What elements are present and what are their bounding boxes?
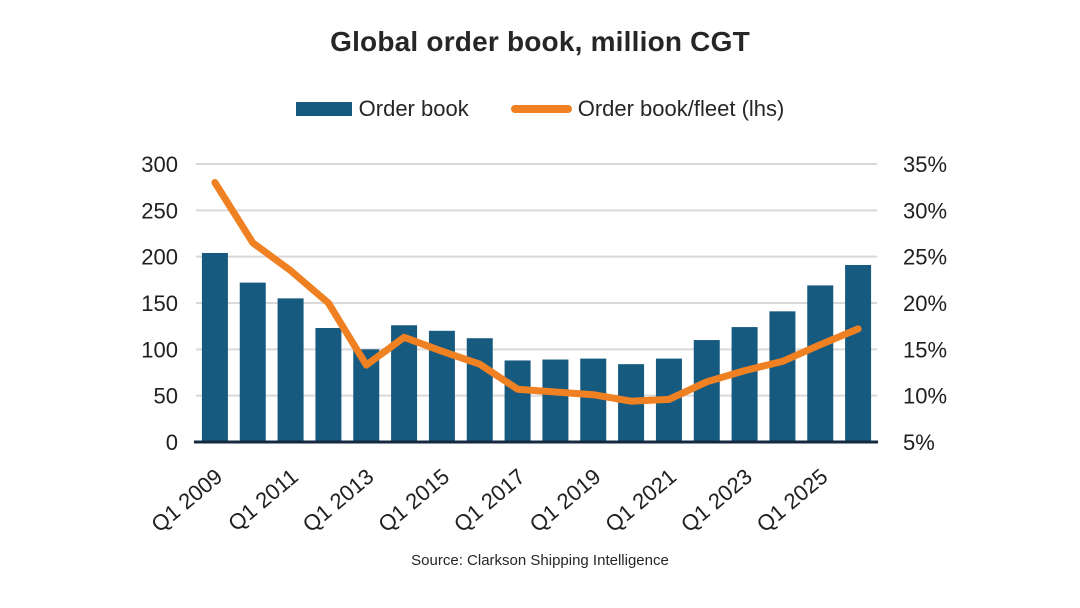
bar-order-book	[504, 360, 531, 442]
bar-order-book	[693, 340, 720, 442]
x-axis-tick-label: Q1 2023	[676, 464, 757, 537]
chart-title: Global order book, million CGT	[330, 26, 750, 57]
right-axis-tick-label: 15%	[903, 337, 947, 362]
x-axis-tick-label: Q1 2025	[752, 464, 833, 537]
legend-label-order-book: Order book	[358, 96, 469, 121]
bar-order-book	[845, 265, 872, 442]
x-axis-tick-label: Q1 2021	[600, 464, 681, 537]
bar-order-book	[466, 338, 493, 442]
bar-order-book	[315, 328, 342, 442]
legend-label-order-book-fleet: Order book/fleet (lhs)	[577, 96, 785, 121]
x-axis-tick-label: Q1 2015	[373, 464, 454, 537]
left-axis-tick-label: 300	[141, 152, 178, 177]
bar-order-book	[731, 327, 758, 442]
left-axis-tick-label: 200	[141, 245, 178, 270]
bar-order-book	[239, 282, 266, 442]
bar-order-book	[277, 298, 304, 442]
chart-legend: Order book Order book/fleet (lhs)	[0, 96, 1080, 122]
bar-order-book	[201, 252, 228, 442]
source-note: Source: Clarkson Shipping Intelligence	[411, 552, 669, 569]
bar-order-book	[542, 359, 569, 442]
right-axis-tick-label: 5%	[903, 430, 935, 455]
x-axis-tick-label: Q1 2013	[298, 464, 379, 537]
bar-order-book	[580, 358, 607, 442]
legend-item-order-book-fleet: Order book/fleet (lhs)	[510, 96, 785, 122]
right-axis-tick-label: 35%	[903, 152, 947, 177]
left-axis-tick-label: 100	[141, 337, 178, 362]
left-axis-tick-label: 0	[166, 430, 178, 455]
left-axis-tick-label: 50	[154, 384, 178, 409]
x-axis-tick-label: Q1 2017	[449, 464, 530, 537]
line-swatch-icon	[510, 105, 572, 113]
bar-order-book	[769, 311, 796, 442]
right-axis-tick-label: 30%	[903, 198, 947, 223]
x-axis-tick-label: Q1 2011	[223, 464, 302, 536]
bar-swatch-icon	[295, 102, 352, 116]
x-axis-tick-label: Q1 2019	[525, 464, 606, 537]
right-axis-tick-label: 25%	[903, 245, 947, 270]
right-axis-tick-label: 10%	[903, 384, 947, 409]
right-axis-tick-label: 20%	[903, 291, 947, 316]
bar-order-book	[807, 285, 834, 442]
left-axis-tick-label: 250	[141, 198, 178, 223]
x-axis-tick-label: Q1 2009	[146, 464, 227, 537]
order-book-fleet-line	[211, 179, 862, 405]
legend-item-order-book: Order book	[295, 96, 469, 122]
left-axis-tick-label: 150	[141, 291, 178, 316]
